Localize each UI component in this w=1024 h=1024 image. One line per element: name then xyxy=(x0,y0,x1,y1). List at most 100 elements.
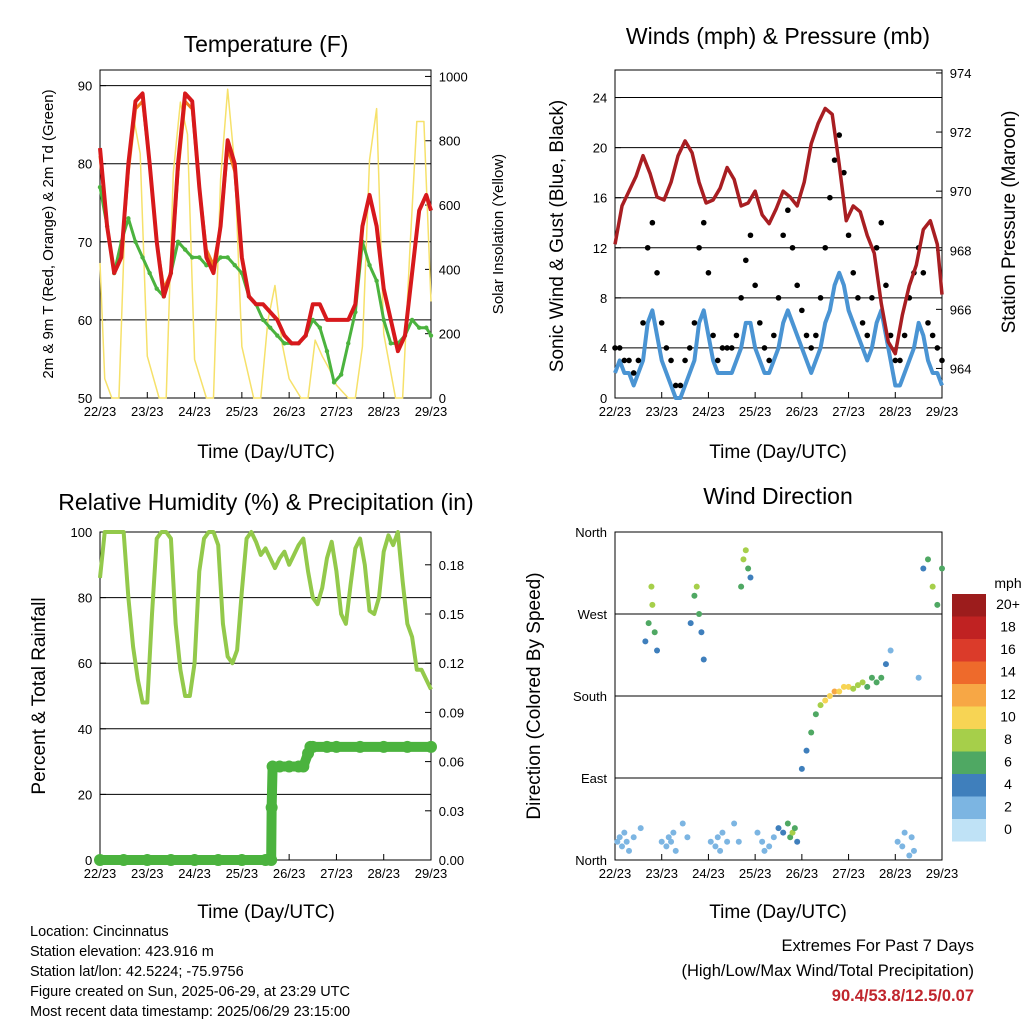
gust-point xyxy=(710,332,716,339)
y-tick-label: West xyxy=(578,607,608,622)
y-tick-label: 0.03 xyxy=(439,804,464,819)
gust-point xyxy=(663,345,670,351)
x-tick-label: 26/23 xyxy=(273,404,306,419)
y-tick-label: 0.00 xyxy=(439,853,464,868)
winds-y-label-right: Station Pressure (Maroon) xyxy=(999,111,1020,334)
gust-point xyxy=(771,332,777,339)
direction-point xyxy=(854,682,861,689)
direction-point xyxy=(691,592,698,599)
gust-point xyxy=(696,244,702,251)
gust-point xyxy=(799,307,805,314)
direction-point xyxy=(812,711,819,718)
gust-point xyxy=(836,132,843,138)
direction-panel: Wind Direction North East South West North 2… xyxy=(524,483,1022,923)
gust-point xyxy=(621,357,628,364)
y-tick-label: 0.15 xyxy=(439,607,464,622)
y-tick-label: 1000 xyxy=(439,69,468,84)
winds-x-ticks: 22/23 23/23 24/23 25/23 26/23 27/23 28/23 29/23 xyxy=(599,392,958,419)
winds-y-ticks-left: 0 4 8 12 16 20 24 xyxy=(593,91,621,406)
gust-point xyxy=(939,357,945,364)
precipitation-series xyxy=(94,740,437,866)
y-tick-label: East xyxy=(581,771,607,786)
gust-point xyxy=(827,194,833,201)
gust-point xyxy=(668,357,674,364)
y-tick-label: 8 xyxy=(600,291,607,306)
x-tick-label: 22/23 xyxy=(599,404,632,419)
direction-point xyxy=(878,674,885,681)
direction-point xyxy=(642,638,649,645)
x-tick-label: 29/23 xyxy=(415,404,448,419)
x-tick-label: 27/23 xyxy=(832,404,865,419)
x-tick-label: 24/23 xyxy=(692,404,725,419)
direction-point xyxy=(651,629,658,636)
direction-point xyxy=(731,820,738,827)
precip-point xyxy=(306,740,319,753)
direction-point xyxy=(623,838,630,845)
x-tick-label: 25/23 xyxy=(739,404,772,419)
dewpoint-point xyxy=(331,380,337,385)
dewpoint-point xyxy=(388,341,394,346)
direction-point xyxy=(924,556,931,563)
direction-gridlines xyxy=(615,613,942,779)
y-tick-label: 800 xyxy=(439,134,461,149)
y-tick-label: 60 xyxy=(78,313,92,328)
dewpoint-point xyxy=(126,216,131,221)
precip-point xyxy=(265,854,278,866)
gust-point xyxy=(761,345,768,351)
legend-label: 16 xyxy=(1000,641,1016,657)
x-tick-label: 22/23 xyxy=(84,866,117,881)
gust-point xyxy=(719,345,726,351)
legend-swatch xyxy=(952,796,986,819)
direction-point xyxy=(831,688,838,695)
direction-point xyxy=(626,847,633,854)
direction-point xyxy=(759,838,766,845)
direction-point xyxy=(665,834,672,841)
legend-swatch xyxy=(952,594,986,617)
winds-plot-area xyxy=(614,69,943,399)
x-tick-label: 29/23 xyxy=(926,866,959,881)
direction-point xyxy=(745,565,752,572)
direction-point xyxy=(920,565,927,572)
dewpoint-point xyxy=(338,372,344,377)
direction-point xyxy=(712,843,719,850)
y-tick-label: 80 xyxy=(78,591,92,606)
station-location: Location: Cincinnatus xyxy=(30,924,169,940)
winds-gridlines xyxy=(615,97,942,349)
direction-point xyxy=(621,829,628,836)
direction-point xyxy=(637,825,644,832)
direction-point xyxy=(899,843,906,850)
direction-point xyxy=(672,847,679,854)
direction-point xyxy=(794,838,801,845)
precip-point xyxy=(188,854,201,866)
legend-label: 20+ xyxy=(996,596,1020,612)
direction-point xyxy=(864,683,871,690)
precip-point xyxy=(235,854,248,866)
winds-y-label-left: Sonic Wind & Gust (Blue, Black) xyxy=(547,100,568,372)
direction-point xyxy=(645,620,652,627)
figure-created: Figure created on Sun, 2025-06-29, at 23… xyxy=(30,984,350,1000)
direction-point xyxy=(910,847,917,854)
direction-point xyxy=(742,547,749,554)
precip-point xyxy=(273,760,286,773)
precip-point xyxy=(320,740,333,753)
dewpoint-point xyxy=(197,255,202,260)
y-tick-label: 90 xyxy=(78,79,92,94)
x-tick-label: 25/23 xyxy=(739,866,772,881)
x-tick-label: 27/23 xyxy=(320,866,353,881)
direction-point xyxy=(929,583,936,590)
temperature-panel: Temperature (F) 50 60 70 80 90 0 200 400 600 800… xyxy=(40,31,507,463)
y-tick-label: 0 xyxy=(600,391,607,406)
y-tick-label: 20 xyxy=(593,141,607,156)
gust-point xyxy=(869,295,875,301)
y-tick-label: 70 xyxy=(78,235,92,250)
dewpoint-point xyxy=(140,255,145,260)
gust-point xyxy=(864,332,871,339)
legend-label: 10 xyxy=(1000,709,1016,725)
x-tick-label: 29/23 xyxy=(415,866,448,881)
precip-point xyxy=(117,854,130,866)
direction-point xyxy=(868,674,875,681)
direction-point xyxy=(873,679,880,686)
y-tick-label: 50 xyxy=(78,391,92,406)
gust-point xyxy=(691,320,698,326)
station-latlon: Station lat/lon: 42.5224; -75.9756 xyxy=(30,964,244,980)
